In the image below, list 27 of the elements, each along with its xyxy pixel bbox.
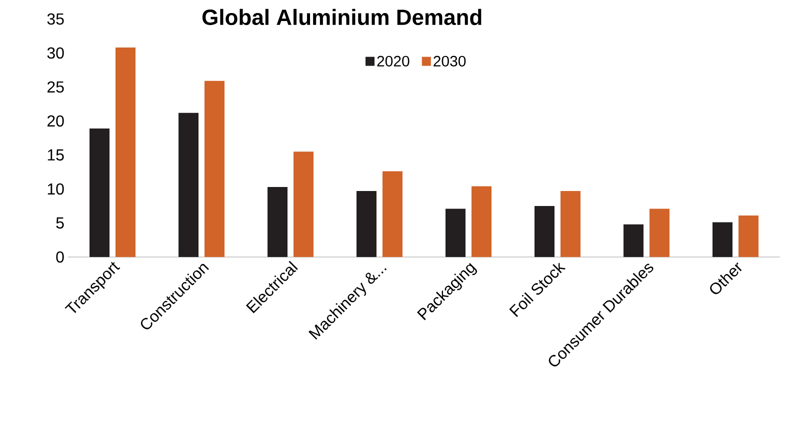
legend-label: 2030 [434,56,466,66]
chart-title: Global Aluminium Demand [202,8,482,26]
bar [624,224,644,257]
y-tick-label: 25 [47,81,64,93]
bar [446,208,466,257]
bar [204,80,225,257]
bar [738,216,758,257]
y-tick-label: 15 [48,149,64,161]
legend-label: 2020 [377,56,410,66]
bar [90,128,110,257]
bar [560,191,581,257]
bar [178,112,199,257]
bar [472,186,492,257]
bar [268,186,288,257]
bar [382,171,403,257]
bar [712,222,732,257]
y-tick-label: 30 [47,47,64,59]
bar [534,206,554,257]
y-tick-label: 35 [47,13,64,25]
bar [650,208,670,257]
bar [294,152,314,257]
y-tick-label: 5 [56,217,64,229]
y-tick-label: 10 [48,183,64,195]
y-tick-label: 20 [47,115,64,127]
y-tick-label: 0 [56,251,64,263]
bar [356,191,377,257]
bar [116,48,136,257]
